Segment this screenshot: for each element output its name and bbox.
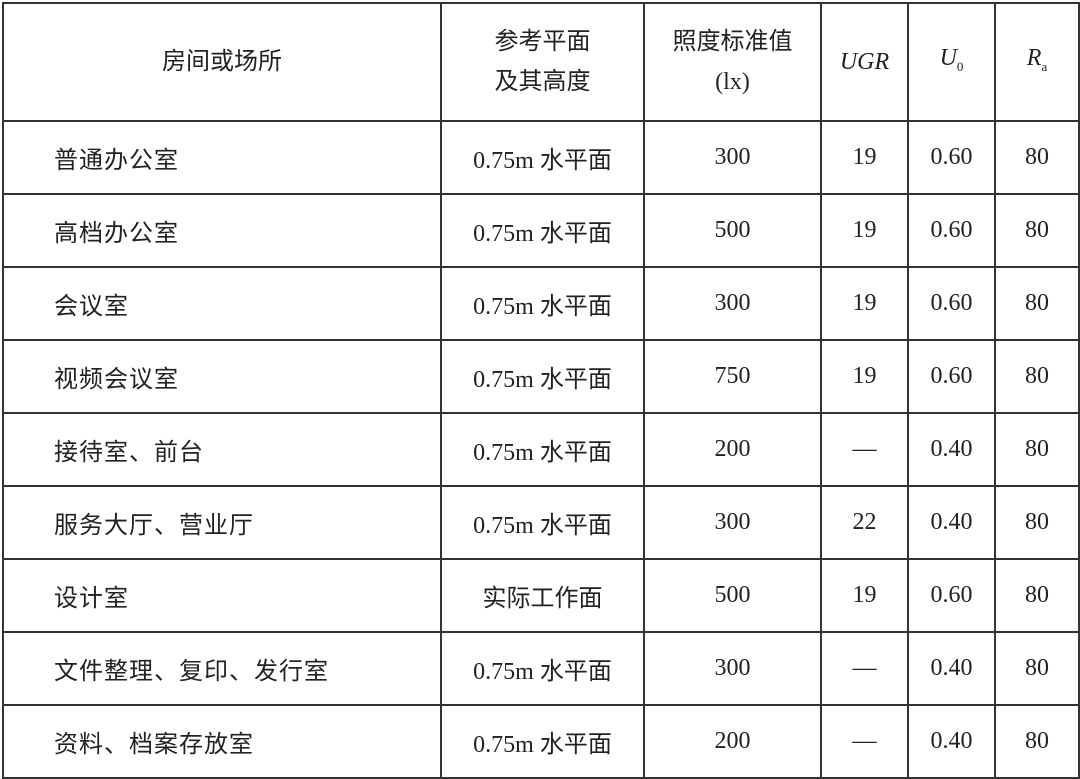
cell-lux: 200 (643, 412, 822, 487)
cell-ra: 80 (994, 412, 1080, 487)
cell-ugr: 19 (820, 558, 909, 633)
header-illuminance: 照度标准值 (lx) (643, 2, 822, 122)
cell-ra: 80 (994, 120, 1080, 195)
cell-room: 高档办公室 (2, 193, 442, 268)
cell-lux: 300 (643, 485, 822, 560)
cell-room: 设计室 (2, 558, 442, 633)
header-row: 房间或场所 参考平面 及其高度 照度标准值 (lx) UGR U0 Ra (2, 2, 1080, 122)
cell-u0: 0.40 (907, 485, 996, 560)
cell-ugr: 19 (820, 120, 909, 195)
cell-ra: 80 (994, 558, 1080, 633)
cell-u0: 0.60 (907, 193, 996, 268)
cell-u0: 0.60 (907, 120, 996, 195)
cell-lux: 300 (643, 631, 822, 706)
cell-u0: 0.60 (907, 558, 996, 633)
table-row: 视频会议室 0.75m 水平面 750 19 0.60 80 (2, 339, 1080, 414)
cell-plane: 0.75m 水平面 (440, 485, 645, 560)
cell-plane: 0.75m 水平面 (440, 193, 645, 268)
table-row: 会议室 0.75m 水平面 300 19 0.60 80 (2, 266, 1080, 341)
cell-room: 文件整理、复印、发行室 (2, 631, 442, 706)
cell-u0: 0.40 (907, 704, 996, 779)
cell-ugr: 19 (820, 193, 909, 268)
cell-plane: 0.75m 水平面 (440, 631, 645, 706)
cell-u0: 0.60 (907, 266, 996, 341)
header-u0: U0 (907, 2, 996, 122)
cell-plane: 0.75m 水平面 (440, 266, 645, 341)
cell-room: 普通办公室 (2, 120, 442, 195)
cell-ra: 80 (994, 704, 1080, 779)
table-row: 服务大厅、营业厅 0.75m 水平面 300 22 0.40 80 (2, 485, 1080, 560)
cell-room: 视频会议室 (2, 339, 442, 414)
cell-lux: 750 (643, 339, 822, 414)
cell-ugr: — (820, 704, 909, 779)
table-row: 接待室、前台 0.75m 水平面 200—0.40 80 (2, 412, 1080, 487)
cell-lux: 300 (643, 266, 822, 341)
cell-ugr: 22 (820, 485, 909, 560)
cell-lux: 500 (643, 558, 822, 633)
cell-plane: 0.75m 水平面 (440, 120, 645, 195)
cell-ugr: 19 (820, 266, 909, 341)
cell-u0: 0.40 (907, 412, 996, 487)
cell-lux: 500 (643, 193, 822, 268)
cell-room: 会议室 (2, 266, 442, 341)
cell-room: 接待室、前台 (2, 412, 442, 487)
cell-plane: 0.75m 水平面 (440, 704, 645, 779)
header-room: 房间或场所 (2, 2, 442, 122)
cell-lux: 200 (643, 704, 822, 779)
table-row: 资料、档案存放室 0.75m 水平面 200—0.40 80 (2, 704, 1080, 779)
cell-ugr: — (820, 412, 909, 487)
cell-ra: 80 (994, 193, 1080, 268)
cell-ra: 80 (994, 485, 1080, 560)
table-row: 高档办公室 0.75m 水平面 500 19 0.60 80 (2, 193, 1080, 268)
cell-ra: 80 (994, 631, 1080, 706)
cell-plane: 实际工作面 (440, 558, 645, 633)
cell-lux: 300 (643, 120, 822, 195)
header-reference-plane: 参考平面 及其高度 (440, 2, 645, 122)
cell-ugr: 19 (820, 339, 909, 414)
cell-ra: 80 (994, 266, 1080, 341)
table-row: 普通办公室 0.75m 水平面 300 19 0.60 80 (2, 120, 1080, 195)
cell-plane: 0.75m 水平面 (440, 412, 645, 487)
cell-plane: 0.75m 水平面 (440, 339, 645, 414)
table-row: 设计室 实际工作面 500 19 0.60 80 (2, 558, 1080, 633)
header-ra: Ra (994, 2, 1080, 122)
table-row: 文件整理、复印、发行室 0.75m 水平面 300—0.40 80 (2, 631, 1080, 706)
cell-room: 服务大厅、营业厅 (2, 485, 442, 560)
cell-ra: 80 (994, 339, 1080, 414)
cell-room: 资料、档案存放室 (2, 704, 442, 779)
cell-u0: 0.40 (907, 631, 996, 706)
cell-u0: 0.60 (907, 339, 996, 414)
cell-ugr: — (820, 631, 909, 706)
header-ugr: UGR (820, 2, 909, 122)
